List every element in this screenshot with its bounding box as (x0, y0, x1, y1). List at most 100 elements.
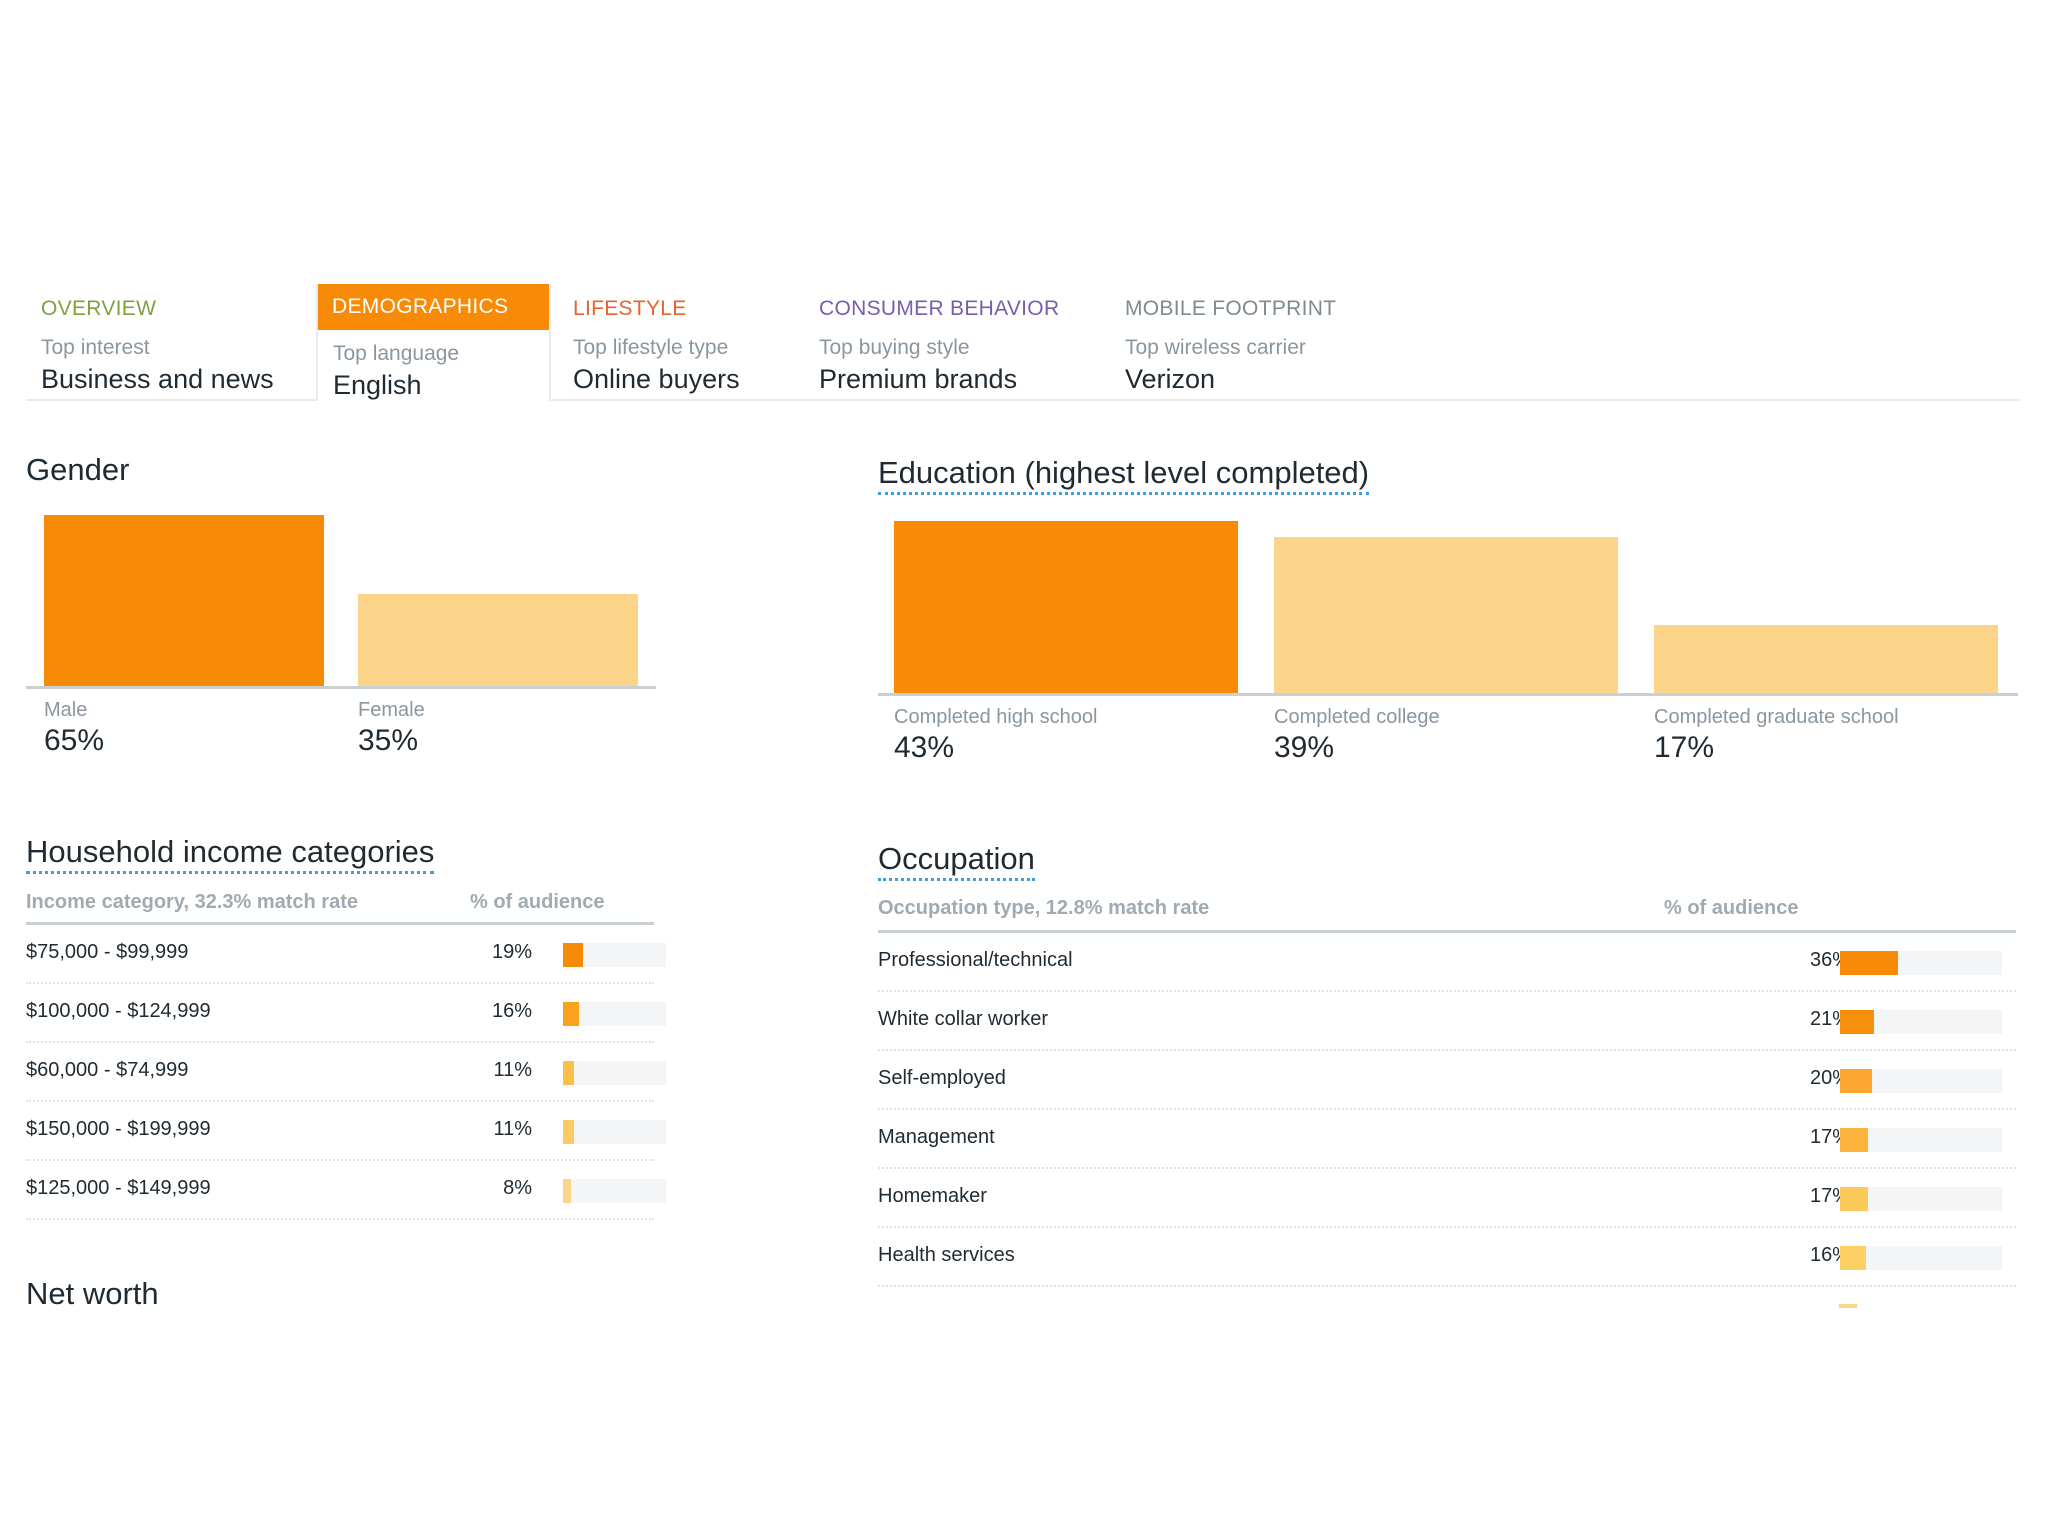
occupation-row-bar-track (1840, 1187, 2002, 1211)
category-tab-strip: OVERVIEW Top interest Business and news … (26, 284, 2020, 401)
gender-bar-value-1: 35% (358, 724, 419, 757)
occupation-row-percent: 17% (1809, 1126, 1850, 1148)
tab-mobile-footprint-label: MOBILE FOOTPRINT (1125, 297, 1337, 320)
occupation-row-bar-fill (1840, 1187, 1868, 1211)
gender-bar-label-0: Male (44, 699, 88, 721)
tab-mobile-footprint[interactable]: MOBILE FOOTPRINT Top wireless carrier Ve… (1110, 284, 1370, 399)
occupation-next-row-bar-peek (1839, 1304, 1857, 1308)
tab-mobile-footprint-sub: Top wireless carrier (1125, 336, 1306, 359)
occupation-row-5: Health services 16% (878, 1228, 2016, 1287)
tab-demographics-label: DEMOGRAPHICS (318, 284, 549, 330)
occupation-row-bar-track (1840, 1128, 2002, 1152)
income-row-percent: 11% (493, 1059, 532, 1081)
occupation-row-bar-fill (1840, 951, 1898, 975)
tab-overview[interactable]: OVERVIEW Top interest Business and news (26, 284, 316, 399)
occupation-row-bar-track (1840, 1010, 2002, 1034)
income-col-audience: % of audience (470, 891, 605, 913)
gender-bar-value-0: 65% (44, 724, 105, 757)
occupation-row-2: Self-employed 20% (878, 1051, 2016, 1110)
tab-consumer-behavior-value: Premium brands (819, 364, 1018, 394)
occupation-row-1: White collar worker 21% (878, 992, 2016, 1051)
tab-overview-sub: Top interest (41, 336, 150, 359)
income-row-bar-fill (563, 1002, 579, 1026)
income-row-bar-track (563, 1061, 666, 1085)
occupation-row-label: Management (878, 1126, 995, 1148)
income-row-4: $125,000 - $149,999 8% (26, 1161, 666, 1220)
education-title-wrap: Education (highest level completed) (878, 455, 1370, 495)
occupation-col-audience: % of audience (1664, 897, 1799, 919)
occupation-row-bar-track (1840, 951, 2002, 975)
occupation-row-percent: 20% (1809, 1067, 1850, 1089)
education-bar-value-2: 17% (1654, 731, 1715, 764)
tab-consumer-behavior[interactable]: CONSUMER BEHAVIOR Top buying style Premi… (804, 284, 1110, 399)
education-bar-0[interactable] (894, 521, 1238, 693)
tab-lifestyle-label: LIFESTYLE (573, 297, 687, 320)
income-row-label: $60,000 - $74,999 (26, 1059, 189, 1081)
income-row-bar-track (563, 943, 666, 967)
tab-demographics[interactable]: DEMOGRAPHICS Top language English (316, 284, 551, 401)
education-bar-2[interactable] (1654, 625, 1998, 693)
occupation-row-0: Professional/technical 36% (878, 933, 2016, 992)
income-row-label: $100,000 - $124,999 (26, 1000, 211, 1022)
education-bar-value-0: 43% (894, 731, 955, 764)
occupation-row-label: Self-employed (878, 1067, 1006, 1089)
income-row-bar-fill (563, 1120, 574, 1144)
income-row-1: $100,000 - $124,999 16% (26, 984, 666, 1043)
occupation-row-percent: 21% (1809, 1008, 1850, 1030)
occupation-title[interactable]: Occupation (878, 841, 1035, 881)
tab-lifestyle[interactable]: LIFESTYLE Top lifestyle type Online buye… (558, 284, 803, 399)
income-row-0: $75,000 - $99,999 19% (26, 925, 666, 984)
tab-lifestyle-sub: Top lifestyle type (573, 336, 729, 359)
gender-chart-baseline (26, 686, 656, 689)
income-row-percent: 16% (491, 1000, 532, 1022)
income-row-bar-track (563, 1002, 666, 1026)
income-row-label: $75,000 - $99,999 (26, 941, 189, 963)
income-row-bar-track (563, 1179, 666, 1203)
income-col-category: Income category, 32.3% match rate (26, 891, 358, 913)
income-table: $75,000 - $99,999 19% $100,000 - $124,999 1… (26, 925, 666, 1225)
income-row-bar-track (563, 1120, 666, 1144)
income-row-percent: 8% (503, 1177, 532, 1199)
tab-consumer-behavior-label: CONSUMER BEHAVIOR (819, 297, 1060, 320)
occupation-title-wrap: Occupation (878, 841, 1035, 881)
education-bar-1[interactable] (1274, 537, 1618, 693)
income-row-percent: 11% (493, 1118, 532, 1140)
occupation-row-percent: 16% (1809, 1244, 1850, 1266)
occupation-col-type: Occupation type, 12.8% match rate (878, 897, 1210, 919)
gender-bar-label-1: Female (358, 699, 425, 721)
education-chart-baseline (878, 693, 2018, 696)
gender-bar-1[interactable] (358, 594, 638, 686)
gender-bar-0[interactable] (44, 515, 324, 686)
occupation-table: Professional/technical 36% White collar wo… (878, 933, 2016, 1313)
tab-demographics-value: English (333, 370, 422, 400)
education-bar-label-0: Completed high school (894, 706, 1098, 728)
occupation-row-bar-track (1840, 1069, 2002, 1093)
occupation-row-bar-track (1840, 1246, 2002, 1270)
income-row-label: $125,000 - $149,999 (26, 1177, 211, 1199)
tab-overview-label: OVERVIEW (41, 297, 157, 320)
net-worth-title: Net worth (26, 1276, 159, 1311)
education-bar-value-1: 39% (1274, 731, 1335, 764)
education-title[interactable]: Education (highest level completed) (878, 455, 1370, 495)
education-bar-label-1: Completed college (1274, 706, 1440, 728)
income-row-bar-fill (563, 1179, 571, 1203)
tab-consumer-behavior-sub: Top buying style (819, 336, 970, 359)
tab-demographics-sub: Top language (333, 342, 460, 365)
occupation-row-4: Homemaker 17% (878, 1169, 2016, 1228)
income-row-2: $60,000 - $74,999 11% (26, 1043, 666, 1102)
occupation-row-label: Homemaker (878, 1185, 987, 1207)
tab-overview-value: Business and news (41, 364, 274, 394)
income-row-label: $150,000 - $199,999 (26, 1118, 211, 1140)
income-row-3: $150,000 - $199,999 11% (26, 1102, 666, 1161)
gender-chart: Male 65% Female 35% (26, 510, 656, 760)
education-bar-label-2: Completed graduate school (1654, 706, 1899, 728)
tab-lifestyle-value: Online buyers (573, 364, 740, 394)
occupation-row-label: Health services (878, 1244, 1015, 1266)
income-title[interactable]: Household income categories (26, 834, 435, 874)
income-row-bar-fill (563, 943, 583, 967)
occupation-row-3: Management 17% (878, 1110, 2016, 1169)
occupation-row-percent: 17% (1809, 1185, 1850, 1207)
occupation-row-percent: 36% (1809, 949, 1850, 971)
education-chart: Completed high school 43% Completed colleg… (878, 516, 2018, 766)
tab-mobile-footprint-value: Verizon (1125, 364, 1216, 394)
